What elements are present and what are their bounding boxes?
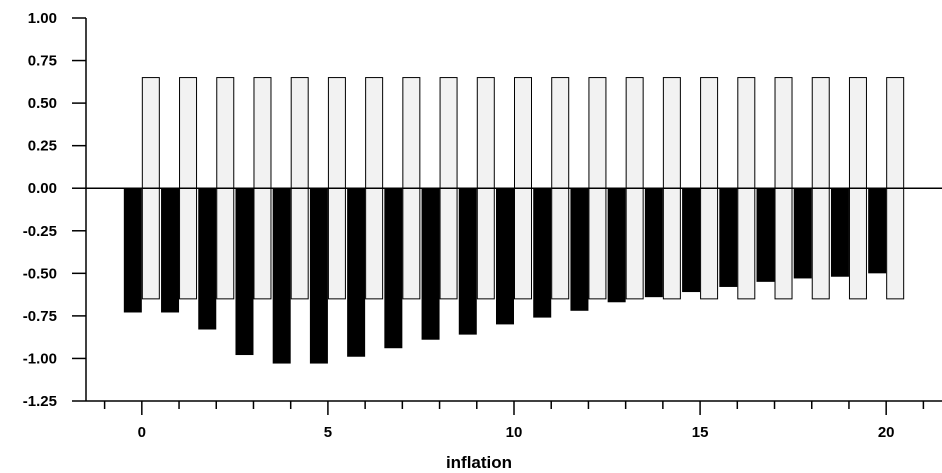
solid-bar [123,188,142,313]
light-bar-lower [625,187,644,300]
light-bar-upper [774,77,793,189]
light-bar-upper [811,77,830,189]
light-bar-upper [290,77,309,189]
y-tick-label: -1.25 [23,393,57,410]
x-tick-label: 0 [138,424,146,441]
axes-layer: 1.00 0.75 0.50 0.25 0.00 -0.25 -0.50 -0.75 -1.00… [23,10,942,441]
light-bar-upper [476,77,495,189]
light-bar-lower [253,187,272,300]
y-tick-label: 0.00 [28,180,57,197]
light-bar-upper [514,77,532,189]
x-axis-label: inflation [446,453,512,472]
light-bar-upper [662,77,681,189]
solid-bar [198,188,217,330]
y-tick-label: 0.75 [28,53,57,70]
solid-bar [235,188,254,356]
light-bar-lower [662,187,681,300]
light-bar-upper [179,77,198,189]
y-tick-label: 1.00 [28,10,57,27]
solid-bar [793,188,812,279]
solid-bar [421,188,440,340]
light-bar-lower [737,187,756,300]
x-tick-label: 10 [506,424,523,441]
solid-bar [309,188,328,364]
x-tick-label: 5 [324,424,332,441]
light-bar-upper [253,77,272,189]
light-bar-lower [774,187,793,300]
light-bar-lower [216,187,235,300]
solid-bar [272,188,291,364]
light-bar-upper [625,77,644,189]
light-bar-lower [365,187,384,300]
light-bar-lower [439,187,458,300]
solid-bar [533,188,552,318]
light-bar-upper [402,77,421,189]
y-tick-label: 0.25 [28,138,57,155]
light-bar-upper [588,77,607,189]
solid-bar [756,188,775,282]
light-bar-lower [588,187,607,300]
light-bar-upper [551,77,570,189]
y-tick-label: 0.50 [28,95,57,112]
light-bar-upper [737,77,756,189]
light-bar-lower [514,187,532,300]
x-tick-label: 20 [878,424,895,441]
light-bar-upper [886,77,905,189]
light-bar-lower [141,187,160,300]
light-bar-lower [811,187,830,300]
light-bar-lower [551,187,570,300]
solid-bar [570,188,589,311]
light-bar-lower [848,187,867,300]
solid-bar [458,188,477,335]
light-bar-upper [327,77,346,189]
solid-bar [384,188,403,349]
solid-bar [607,188,626,303]
light-bar-upper [141,77,160,189]
light-bar-upper [216,77,235,189]
x-tick-label: 15 [692,424,709,441]
solid-bar [496,188,514,325]
light-bar-lower [327,187,346,300]
solid-bar [347,188,366,357]
solid-bar [719,188,738,287]
light-bar-upper [365,77,384,189]
solid-bar [830,188,849,277]
solid-bar [161,188,180,313]
light-bar-lower [402,187,421,300]
light-bar-lower [179,187,198,300]
solid-bar [868,188,887,274]
light-bar-upper [848,77,867,189]
light-bar-lower [886,187,905,300]
y-tick-label: -0.50 [23,265,57,282]
light-bar-lower [290,187,309,300]
light-bar-upper [700,77,719,189]
y-tick-label: -1.00 [23,350,57,367]
bars-layer [123,77,905,364]
y-tick-label: -0.25 [23,223,57,240]
light-bar-lower [476,187,495,300]
solid-bar [644,188,663,298]
light-bar-upper [439,77,458,189]
solid-bar [682,188,701,293]
y-tick-label: -0.75 [23,308,57,325]
light-bar-lower [700,187,719,300]
